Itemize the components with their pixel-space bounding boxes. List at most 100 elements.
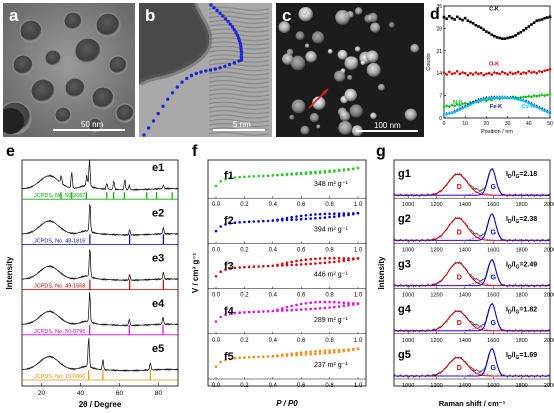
- data-point: [506, 96, 509, 100]
- isotherm-adsorption-point: [219, 360, 222, 364]
- data-point: [516, 98, 520, 101]
- isotherm-desorption-point: [323, 169, 327, 173]
- nanoparticle: [360, 60, 366, 66]
- isotherm-adsorption-point: [238, 221, 241, 224]
- x-tick-label: 1200: [430, 338, 442, 344]
- data-point: [487, 96, 491, 100]
- isotherm-adsorption-point: [228, 267, 232, 270]
- nanoparticle: [370, 112, 377, 120]
- xrd-pattern: [21, 337, 178, 372]
- isotherm-desorption-point: [285, 353, 289, 356]
- nanoparticle: [312, 96, 326, 110]
- lattice-fringe: [208, 114, 270, 119]
- x-tick-label: 1.0: [354, 293, 363, 299]
- isotherm-desorption-point: [295, 172, 298, 175]
- data-point: [522, 71, 525, 74]
- isotherm-adsorption-point: [214, 275, 218, 278]
- data-point: [519, 30, 523, 34]
- x-tick-label: 40: [77, 390, 85, 397]
- ratio-sub-d: D: [508, 310, 512, 316]
- lattice-fringe: [208, 101, 270, 106]
- boundary-dot: [223, 64, 227, 68]
- isotherm-desorption-point: [314, 170, 317, 174]
- boundary-dot: [151, 119, 156, 123]
- nanoparticle: [19, 19, 43, 43]
- data-point: [506, 36, 509, 40]
- isotherm-adsorption-point: [252, 265, 256, 268]
- isotherm-adsorption-point: [337, 260, 341, 263]
- isotherm-desorption-point: [352, 167, 355, 170]
- data-point: [495, 36, 499, 39]
- data-point: [511, 96, 515, 100]
- ratio-slash: /I: [512, 307, 516, 314]
- lattice-fringe: [208, 62, 270, 67]
- nanoparticle: [349, 104, 363, 118]
- data-point: [471, 21, 475, 25]
- isotherm-desorption-point: [295, 351, 298, 355]
- ratio-value: =2.18: [519, 171, 537, 178]
- x-tick-label: 0.8: [325, 383, 334, 389]
- pattern-label: e5: [152, 343, 164, 355]
- scale-bar-b: [213, 129, 265, 131]
- isotherm-adsorption-point: [328, 306, 331, 309]
- reference-label: JCPDS, No. 50-2087: [34, 193, 85, 199]
- isotherm-desorption-point: [281, 217, 284, 221]
- isotherm-adsorption-point: [314, 307, 317, 310]
- lattice-fringe: [208, 97, 270, 102]
- nanoparticle: [64, 77, 86, 99]
- x-axis-label: Position / nm: [481, 129, 513, 135]
- x-tick-label: 1000: [402, 202, 414, 208]
- data-point: [453, 18, 456, 21]
- boundary-dot: [147, 126, 151, 130]
- ratio-sub-g: G: [516, 355, 520, 361]
- y-tick-label: 35: [436, 4, 442, 10]
- nanoparticle: [366, 50, 379, 63]
- baseline-fit: [394, 282, 550, 286]
- isotherm-adsorption-point: [323, 351, 327, 355]
- data-point: [448, 70, 451, 74]
- isotherm-desorption-point: [304, 171, 308, 174]
- data-point: [548, 68, 552, 71]
- data-point: [458, 108, 462, 111]
- data-point: [530, 71, 533, 74]
- baseline-fit: [394, 327, 550, 332]
- isotherm-adsorption-point: [243, 175, 246, 179]
- isotherm-desorption-point: [309, 170, 312, 174]
- x-tick-label: 1800: [516, 293, 528, 299]
- isotherm-desorption-point: [323, 349, 327, 352]
- isotherm-desorption-point: [304, 350, 308, 354]
- isotherm-desorption-point: [352, 257, 355, 260]
- isotherm-desorption-point: [285, 216, 289, 220]
- isotherm-adsorption-point: [295, 218, 298, 221]
- data-point: [477, 99, 480, 103]
- chart-d: d 0 10 20 30 40 50 0 7 14 21 28 35 Position / nm Coun…: [426, 4, 553, 135]
- isotherm-desorption-point: [276, 354, 279, 357]
- lattice-fringe: [208, 15, 270, 20]
- nanoparticle: [95, 12, 121, 38]
- nanoparticle: [291, 99, 306, 114]
- boundary-dot: [239, 52, 244, 57]
- isotherm-adsorption-point: [219, 225, 222, 228]
- data-point: [519, 98, 523, 102]
- x-tick-label: 0.2: [240, 383, 249, 389]
- data-point: [540, 93, 544, 97]
- data-point: [450, 111, 454, 115]
- data-point: [461, 71, 464, 74]
- y-axis-label: Intensity: [377, 256, 386, 289]
- x-tick-label: 30: [505, 121, 511, 127]
- nanoparticle: [30, 78, 56, 104]
- boundary-dot: [226, 19, 230, 24]
- ratio-prefix: I: [506, 261, 508, 268]
- boundary-dot: [161, 104, 165, 109]
- isotherm-adsorption-point: [304, 308, 308, 311]
- isotherm-desorption-point: [328, 257, 331, 260]
- isotherm-desorption-point: [281, 353, 284, 357]
- data-point: [458, 72, 462, 76]
- isotherm-adsorption-point: [271, 219, 275, 222]
- data-point: [479, 71, 483, 75]
- boundary-dot: [239, 47, 243, 51]
- boundary-dot: [194, 71, 198, 76]
- data-point: [527, 94, 531, 98]
- data-point: [537, 94, 541, 98]
- boundary-dot: [235, 33, 240, 37]
